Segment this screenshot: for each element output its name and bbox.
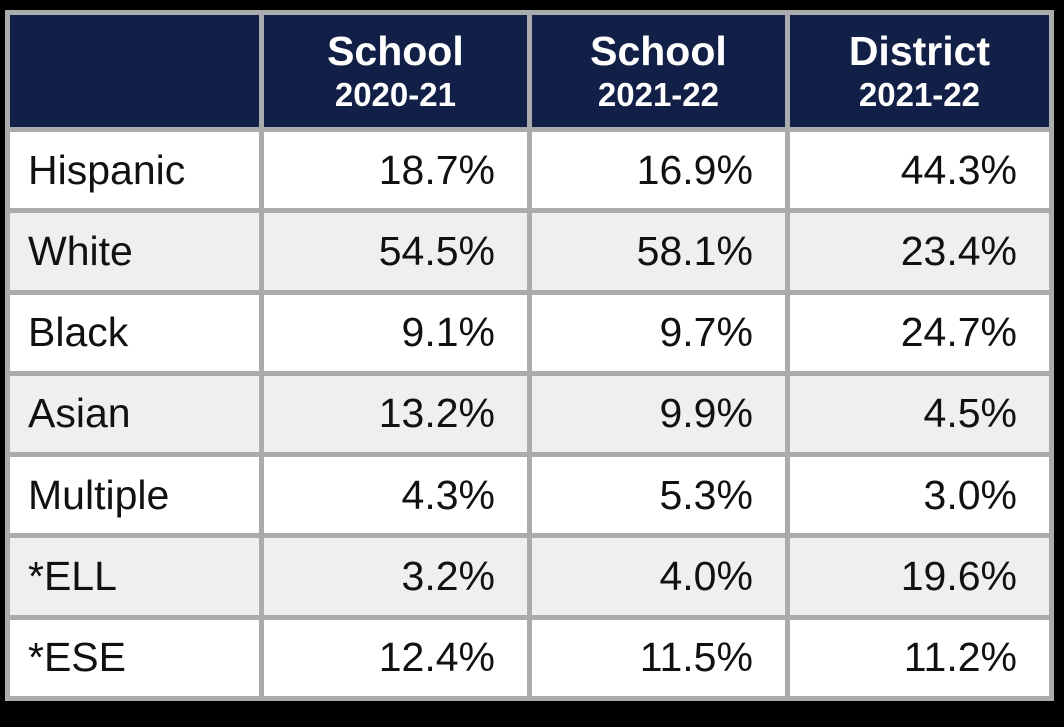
- row-label-cell: *ELL: [10, 538, 259, 615]
- value-cell: 3.2%: [263, 538, 527, 615]
- header-subtitle: 2021-22: [858, 75, 980, 113]
- table-row: *ELL 3.2% 4.0% 19.6%: [10, 538, 1049, 615]
- value-cell: 9.1%: [263, 294, 527, 371]
- header-title: School: [590, 27, 727, 74]
- header-cell-empty: [10, 15, 259, 127]
- row-label-cell: Black: [10, 294, 259, 371]
- table-row: Asian 13.2% 9.9% 4.5%: [10, 375, 1049, 453]
- table-row: Multiple 4.3% 5.3% 3.0%: [10, 457, 1049, 534]
- row-label-cell: Asian: [10, 375, 259, 453]
- value-cell: 3.0%: [789, 457, 1049, 534]
- value-cell: 13.2%: [263, 375, 527, 453]
- header-title: School: [327, 27, 464, 74]
- value-cell: 54.5%: [263, 213, 527, 290]
- value-cell: 4.3%: [263, 457, 527, 534]
- table-row: White 54.5% 58.1% 23.4%: [10, 213, 1049, 290]
- header-row: School 2020-21 School 2021-22 District 2021-2…: [10, 15, 1049, 127]
- value-cell: 12.4%: [263, 619, 527, 696]
- header-subtitle: 2020-21: [334, 75, 456, 113]
- table-row: *ESE 12.4% 11.5% 11.2%: [10, 619, 1049, 696]
- header-title: District: [848, 27, 991, 74]
- value-cell: 23.4%: [789, 213, 1049, 290]
- value-cell: 16.9%: [531, 132, 785, 209]
- header-subtitle: 2021-22: [597, 75, 719, 113]
- value-cell: 11.5%: [531, 619, 785, 696]
- table-row: Hispanic 18.7% 16.9% 44.3%: [10, 132, 1049, 209]
- value-cell: 11.2%: [789, 619, 1049, 696]
- row-label-cell: *ESE: [10, 619, 259, 696]
- row-label-cell: Hispanic: [10, 132, 259, 209]
- header-cell: School 2020-21: [263, 15, 527, 127]
- demographics-table: School 2020-21 School 2021-22 District 2021-2…: [5, 10, 1054, 701]
- header-cell: District 2021-22: [789, 15, 1049, 127]
- value-cell: 18.7%: [263, 132, 527, 209]
- value-cell: 9.7%: [531, 294, 785, 371]
- value-cell: 19.6%: [789, 538, 1049, 615]
- value-cell: 9.9%: [531, 375, 785, 453]
- value-cell: 58.1%: [531, 213, 785, 290]
- row-label-cell: White: [10, 213, 259, 290]
- value-cell: 4.5%: [789, 375, 1049, 453]
- value-cell: 24.7%: [789, 294, 1049, 371]
- row-label-cell: Multiple: [10, 457, 259, 534]
- value-cell: 4.0%: [531, 538, 785, 615]
- value-cell: 5.3%: [531, 457, 785, 534]
- table-row: Black 9.1% 9.7% 24.7%: [10, 294, 1049, 371]
- header-cell: School 2021-22: [531, 15, 785, 127]
- value-cell: 44.3%: [789, 132, 1049, 209]
